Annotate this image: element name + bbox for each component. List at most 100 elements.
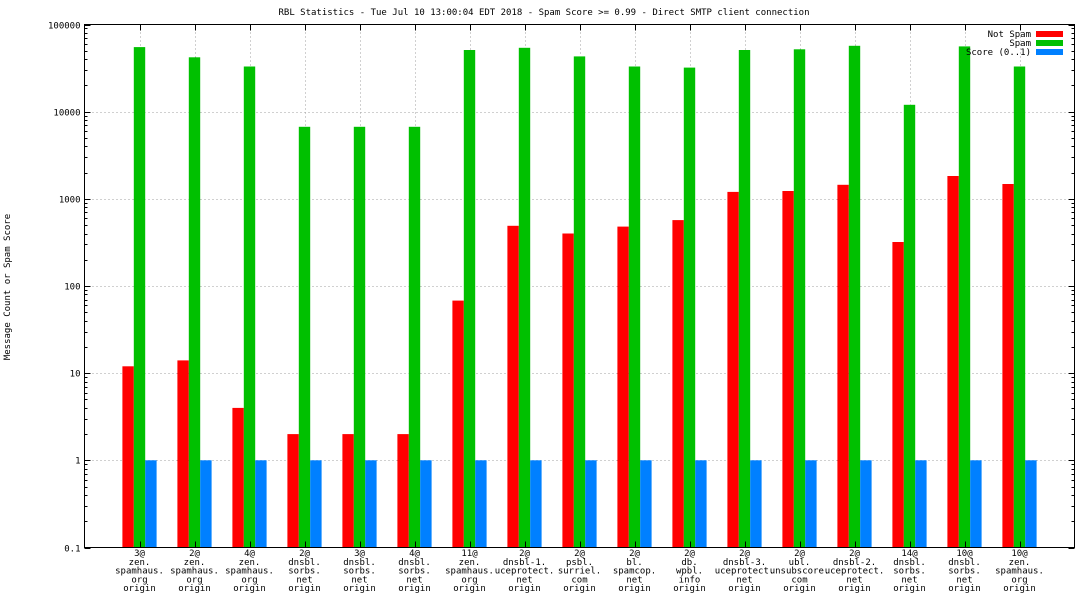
- chart-title: RBL Statistics - Tue Jul 10 13:00:04 EDT…: [278, 8, 809, 18]
- bar: [860, 460, 872, 548]
- bar: [452, 300, 464, 548]
- x-tick-label: 10@: [956, 549, 973, 559]
- x-tick-label: 3@: [354, 549, 365, 559]
- bar: [672, 220, 684, 548]
- y-tick-label: 1000: [59, 196, 81, 206]
- bar: [947, 176, 959, 548]
- x-tick-label: sorbs.: [398, 567, 431, 577]
- x-tick-label: net: [956, 575, 972, 585]
- x-tick-label: 2@: [794, 549, 805, 559]
- x-tick-label: psbl.: [566, 558, 593, 568]
- x-tick-label: org: [1011, 575, 1027, 585]
- bar: [507, 225, 519, 548]
- x-tick-label: uceprotect.: [495, 567, 555, 577]
- bar: [420, 460, 432, 548]
- legend-swatch: [1036, 49, 1063, 55]
- x-tick-label: zen.: [239, 558, 261, 568]
- x-tick-label: org: [241, 575, 257, 585]
- y-tick-label: 1: [75, 457, 80, 467]
- bar: [1013, 66, 1026, 548]
- x-tick-label: uceprotect.: [825, 567, 885, 577]
- x-tick-label: uceprotect.: [715, 567, 775, 577]
- legend-swatch: [1036, 40, 1063, 46]
- x-tick-label: com: [571, 575, 587, 585]
- x-tick-label: net: [901, 575, 917, 585]
- bar: [287, 434, 299, 548]
- bar: [408, 126, 421, 548]
- x-tick-label: spamhaus.: [115, 567, 164, 577]
- x-tick-label: origin: [838, 584, 871, 594]
- x-tick-label: origin: [728, 584, 761, 594]
- x-tick-label: 3@: [134, 549, 145, 559]
- plot-frame: [84, 24, 1075, 548]
- x-tick-label: 14@: [901, 549, 918, 559]
- bar: [200, 460, 212, 548]
- x-tick-label: 2@: [299, 549, 310, 559]
- x-tick-label: origin: [948, 584, 981, 594]
- bar: [628, 66, 641, 548]
- bar: [915, 460, 927, 548]
- bar: [695, 460, 707, 548]
- x-tick-label: spamhaus.: [170, 567, 219, 577]
- x-tick-label: origin: [178, 584, 211, 594]
- x-tick-label: 2@: [189, 549, 200, 559]
- x-tick-label: sorbs.: [948, 567, 981, 577]
- y-axis-label: Message Count or Spam Score: [3, 214, 13, 360]
- x-tick-label: zen.: [1009, 558, 1031, 568]
- legend-swatch: [1036, 31, 1063, 37]
- x-tick-label: spamhaus.: [445, 567, 494, 577]
- bar: [310, 460, 322, 548]
- bars: [122, 45, 1037, 548]
- legend-label: Spam: [1009, 39, 1031, 49]
- x-tick-label: 4@: [244, 549, 255, 559]
- x-tick-label: dnsbl.: [948, 558, 981, 568]
- x-tick-label: net: [736, 575, 752, 585]
- x-tick-label: net: [296, 575, 312, 585]
- bar: [970, 460, 982, 548]
- x-tick-label: org: [186, 575, 202, 585]
- legend-label: Not Spam: [988, 30, 1031, 40]
- bar: [727, 191, 739, 548]
- bar: [585, 460, 597, 548]
- bar: [738, 50, 751, 548]
- bar: [793, 49, 806, 548]
- bar: [848, 45, 861, 548]
- x-tick-label: origin: [783, 584, 816, 594]
- x-tick-label: org: [131, 575, 147, 585]
- x-tick-label: sorbs.: [343, 567, 376, 577]
- x-tick-label: origin: [288, 584, 321, 594]
- x-tick-label: org: [461, 575, 477, 585]
- bar: [463, 50, 476, 548]
- bar: [475, 460, 487, 548]
- x-tick-label: spamhaus.: [225, 567, 274, 577]
- x-tick-label: unsubscore.: [770, 567, 830, 577]
- x-tick-label: 2@: [574, 549, 585, 559]
- x-tick-label: origin: [233, 584, 266, 594]
- x-tick-label: dnsbl-1.: [503, 558, 546, 568]
- x-tick-label: dnsbl.: [893, 558, 926, 568]
- x-tick-label: 11@: [461, 549, 478, 559]
- bar: [122, 366, 134, 548]
- bar: [397, 434, 409, 548]
- x-tick-label: dnsbl-2.: [833, 558, 876, 568]
- bar: [805, 460, 817, 548]
- bar: [1002, 184, 1014, 548]
- legend-label: Score (0..1): [966, 48, 1031, 58]
- x-tick-label: origin: [123, 584, 156, 594]
- bar: [342, 434, 354, 548]
- x-tick-label: origin: [453, 584, 486, 594]
- bar: [188, 57, 201, 548]
- x-axis-ticks: 3@zen.spamhaus.orgorigin2@zen.spamhaus.o…: [115, 24, 1044, 594]
- x-tick-label: net: [626, 575, 642, 585]
- bar: [617, 226, 629, 548]
- x-tick-label: origin: [673, 584, 706, 594]
- x-tick-label: net: [846, 575, 862, 585]
- y-tick-label: 100000: [48, 22, 81, 32]
- x-tick-label: dnsbl.: [398, 558, 431, 568]
- x-tick-label: origin: [508, 584, 541, 594]
- x-tick-label: spamcop.: [613, 567, 656, 577]
- y-tick-label: 10000: [53, 109, 80, 119]
- x-tick-label: 2@: [739, 549, 750, 559]
- x-tick-label: dnsbl-3.: [723, 558, 766, 568]
